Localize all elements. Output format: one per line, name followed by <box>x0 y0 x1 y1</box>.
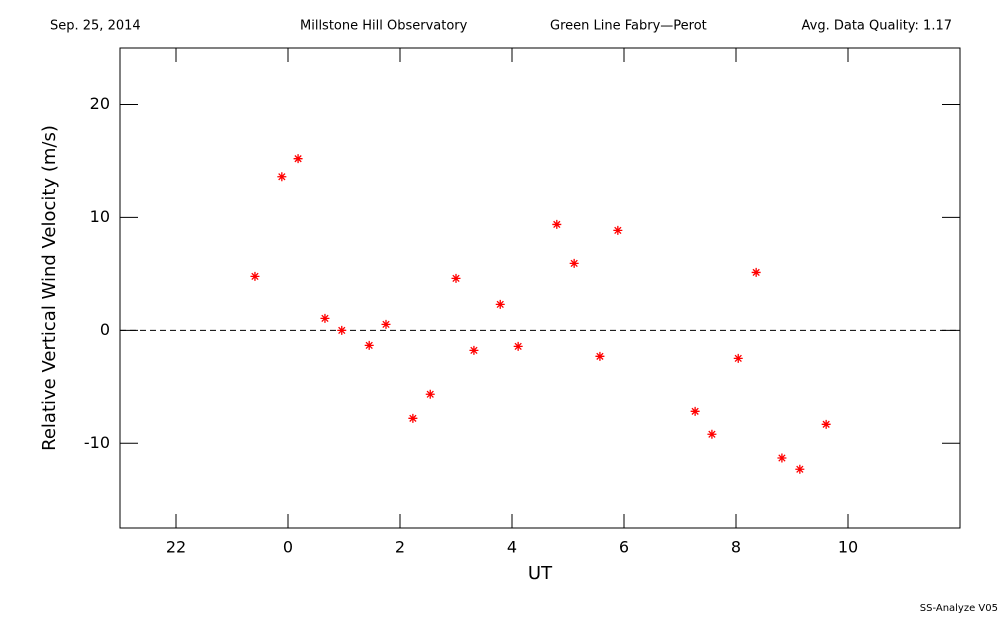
point <box>451 273 461 283</box>
x-tick-label: 0 <box>283 538 293 557</box>
point <box>690 406 700 416</box>
y-tick-label: 20 <box>90 94 110 113</box>
x-tick-label: 22 <box>166 538 186 557</box>
point <box>250 271 260 281</box>
point <box>733 353 743 363</box>
point <box>364 340 374 350</box>
point <box>569 258 579 268</box>
x-axis-label: UT <box>528 563 553 584</box>
point <box>821 419 831 429</box>
point <box>552 219 562 229</box>
point <box>495 299 505 309</box>
point <box>777 453 787 463</box>
point <box>513 341 523 351</box>
instrument: Green Line Fabry—Perot <box>550 19 707 34</box>
y-tick-label: 10 <box>90 207 110 226</box>
point <box>408 413 418 423</box>
point <box>337 325 347 335</box>
point <box>595 351 605 361</box>
y-axis-label: Relative Vertical Wind Velocity (m/s) <box>39 125 60 451</box>
point <box>320 313 330 323</box>
point <box>425 389 435 399</box>
x-tick-label: 6 <box>619 538 629 557</box>
footer: SS-Analyze V05 <box>920 603 998 614</box>
point <box>751 267 761 277</box>
point <box>469 345 479 355</box>
point <box>707 429 717 439</box>
point <box>381 319 391 329</box>
y-tick-label: -10 <box>84 433 110 452</box>
point <box>795 464 805 474</box>
point <box>277 172 287 182</box>
x-tick-label: 2 <box>395 538 405 557</box>
data-quality: Avg. Data Quality: 1.17 <box>802 19 952 34</box>
point <box>613 225 623 235</box>
point <box>293 154 303 164</box>
date: Sep. 25, 2014 <box>50 19 141 34</box>
plot-frame <box>119 47 961 529</box>
observatory: Millstone Hill Observatory <box>300 19 468 34</box>
x-tick-label: 8 <box>731 538 741 557</box>
x-tick-label: 4 <box>507 538 517 557</box>
y-tick-label: 0 <box>100 320 110 339</box>
x-tick-label: 10 <box>838 538 858 557</box>
